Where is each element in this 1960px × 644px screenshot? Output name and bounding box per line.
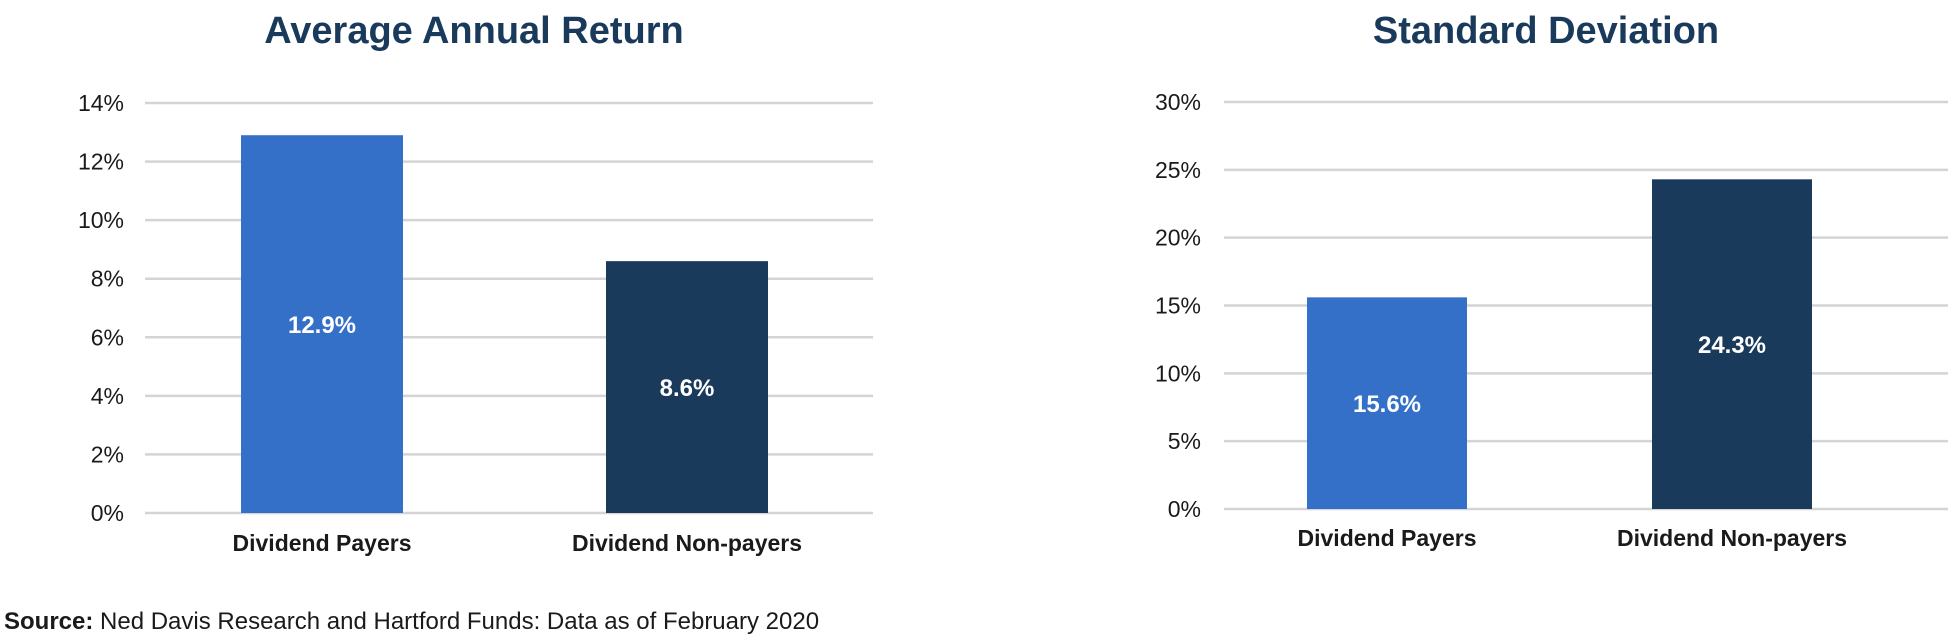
y-tick-label: 6%	[91, 324, 124, 350]
source-text: Ned Davis Research and Hartford Funds: D…	[93, 608, 820, 635]
bar	[1307, 297, 1467, 509]
y-tick-label: 8%	[91, 266, 124, 292]
y-tick-label: 2%	[91, 441, 124, 467]
y-tick-label: 25%	[1155, 157, 1201, 183]
data-label: 24.3%	[1698, 332, 1766, 359]
source-note: Source: Ned Davis Research and Hartford …	[4, 608, 819, 636]
source-label: Source:	[4, 608, 94, 635]
data-label: 8.6%	[660, 375, 715, 402]
chart-1: Average Annual Return 0% 2% 4% 6% 8% 10% 12% 14%…	[78, 10, 873, 556]
y-tick-label: 0%	[1168, 496, 1201, 522]
y-tick-label: 0%	[91, 500, 124, 526]
y-tick-label: 12%	[78, 149, 124, 175]
chart-2: Standard Deviation 0% 5% 10% 15% 20% 25% 30% 15.…	[1155, 10, 1948, 551]
chart-title: Average Annual Return	[264, 10, 683, 52]
x-category-label: Dividend Non-payers	[572, 530, 802, 556]
data-label: 15.6%	[1353, 391, 1421, 418]
y-tick-label: 20%	[1155, 225, 1201, 251]
y-tick-label: 4%	[91, 383, 124, 409]
bar	[241, 135, 403, 513]
y-tick-label: 15%	[1155, 293, 1201, 319]
y-tick-label: 30%	[1155, 89, 1201, 115]
x-category-label: Dividend Payers	[1298, 525, 1477, 551]
x-category-label: Dividend Non-payers	[1617, 525, 1847, 551]
y-tick-label: 14%	[78, 90, 124, 116]
chart-title: Standard Deviation	[1373, 10, 1719, 52]
y-tick-label: 10%	[1155, 360, 1201, 386]
y-tick-label: 10%	[78, 207, 124, 233]
x-category-label: Dividend Payers	[233, 530, 412, 556]
y-tick-label: 5%	[1168, 428, 1201, 454]
bar	[1652, 179, 1812, 509]
bar	[606, 261, 768, 513]
data-label: 12.9%	[288, 312, 356, 339]
